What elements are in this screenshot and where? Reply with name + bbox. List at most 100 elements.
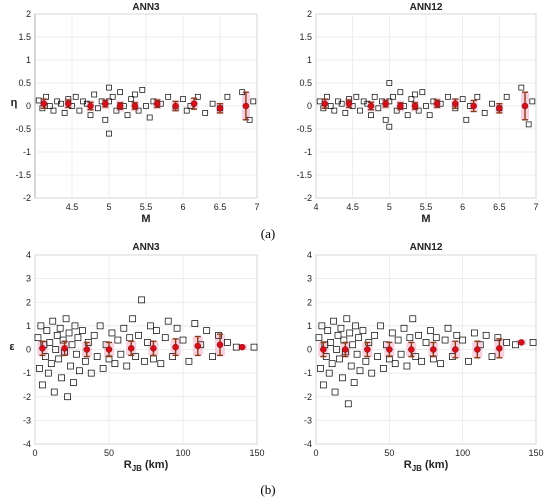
data-point bbox=[356, 367, 364, 375]
y-tick-label: 0 bbox=[307, 101, 312, 111]
data-point bbox=[368, 369, 376, 377]
data-point bbox=[375, 105, 382, 112]
data-point bbox=[353, 350, 361, 358]
data-point bbox=[317, 365, 324, 372]
data-point bbox=[153, 327, 160, 334]
panel-label-b: (b) bbox=[260, 482, 275, 497]
y-tick-label: 4 bbox=[26, 250, 31, 260]
data-point bbox=[327, 103, 334, 109]
bin-mean-marker bbox=[452, 100, 459, 107]
data-point bbox=[415, 107, 422, 114]
data-point bbox=[330, 317, 337, 325]
x-axis-label-subscript: JB bbox=[412, 464, 422, 473]
data-point bbox=[99, 365, 107, 372]
x-axis-label: RJB (km) bbox=[404, 459, 449, 473]
data-point bbox=[209, 100, 216, 107]
y-axis-label: η bbox=[11, 97, 18, 109]
data-point bbox=[132, 91, 138, 98]
data-point bbox=[164, 317, 172, 325]
data-point bbox=[353, 93, 360, 100]
data-point bbox=[202, 110, 209, 116]
bin-mean-marker bbox=[216, 341, 224, 349]
bin-mean-marker bbox=[470, 102, 477, 110]
data-point bbox=[72, 93, 79, 100]
chart-title: ANN12 bbox=[410, 2, 443, 13]
data-point bbox=[380, 365, 387, 372]
data-point bbox=[44, 369, 52, 377]
x-axis-label-unit: (km) bbox=[422, 459, 449, 471]
data-point bbox=[90, 331, 98, 339]
data-point bbox=[87, 369, 95, 377]
y-tick-label: -1 bbox=[304, 147, 312, 157]
data-point bbox=[386, 80, 393, 86]
data-point bbox=[87, 112, 94, 119]
data-point bbox=[113, 107, 120, 114]
data-point bbox=[65, 329, 73, 337]
data-point bbox=[209, 353, 216, 360]
bin-mean-marker bbox=[320, 346, 327, 353]
grid bbox=[315, 254, 537, 445]
data-point bbox=[203, 327, 211, 334]
data-point bbox=[139, 87, 146, 93]
data-point bbox=[459, 96, 466, 102]
data-marks bbox=[35, 84, 257, 137]
bin-mean-marker bbox=[40, 100, 48, 107]
x-tick-label: 5.5 bbox=[140, 202, 153, 212]
y-axis-label: ε bbox=[9, 341, 15, 353]
data-point bbox=[415, 331, 423, 339]
y-tick-label: 1 bbox=[307, 55, 312, 65]
data-point bbox=[129, 315, 137, 323]
x-tick-label: 4 bbox=[313, 202, 318, 212]
data-point bbox=[76, 107, 83, 114]
y-tick-label: 3 bbox=[26, 274, 31, 284]
x-tick-label: 6 bbox=[460, 202, 465, 212]
data-point bbox=[91, 91, 98, 98]
data-point bbox=[374, 353, 381, 360]
data-point bbox=[445, 93, 451, 100]
data-point bbox=[59, 336, 67, 344]
y-tick-label: -2 bbox=[23, 193, 31, 203]
data-point bbox=[68, 341, 76, 349]
data-point bbox=[58, 374, 65, 382]
y-tick-label: 1 bbox=[26, 55, 31, 65]
x-tick-label: 50 bbox=[384, 448, 394, 458]
data-point bbox=[50, 107, 57, 114]
bin-mean-marker bbox=[102, 100, 109, 107]
y-tick-label: 1 bbox=[26, 321, 31, 331]
x-axis-label: M bbox=[421, 213, 430, 225]
data-point bbox=[70, 379, 77, 386]
y-tick-label: -1.5 bbox=[15, 170, 31, 180]
data-point bbox=[412, 91, 418, 98]
data-point bbox=[347, 362, 355, 370]
y-tick-label: -1 bbox=[304, 368, 312, 378]
data-point bbox=[474, 93, 481, 100]
data-point bbox=[343, 315, 351, 323]
data-point bbox=[56, 324, 64, 332]
data-point bbox=[46, 103, 53, 109]
data-point bbox=[408, 96, 415, 102]
bin-mean-marker bbox=[321, 100, 329, 107]
y-tick-label: -2 bbox=[304, 193, 312, 203]
data-point bbox=[108, 329, 116, 337]
data-point bbox=[388, 329, 396, 337]
bin-mean-marker bbox=[521, 102, 529, 110]
data-point bbox=[173, 324, 181, 332]
x-tick-label: 6.5 bbox=[214, 202, 227, 212]
y-tick-label: 0 bbox=[26, 345, 31, 355]
data-point bbox=[441, 336, 449, 344]
data-point bbox=[336, 355, 343, 363]
x-tick-label: 5.5 bbox=[420, 202, 433, 212]
bin-mean-marker bbox=[345, 100, 353, 107]
data-point bbox=[61, 110, 68, 116]
data-point bbox=[73, 350, 80, 358]
data-point bbox=[404, 112, 411, 119]
data-point bbox=[62, 315, 70, 323]
y-tick-label: 2 bbox=[307, 297, 312, 307]
x-axis-label: RJB (km) bbox=[124, 459, 169, 473]
data-point bbox=[109, 93, 116, 100]
chart-title: ANN12 bbox=[410, 242, 443, 253]
data-point bbox=[482, 331, 490, 339]
data-point bbox=[349, 341, 357, 349]
bin-mean-marker bbox=[518, 339, 525, 346]
data-point bbox=[344, 400, 352, 408]
